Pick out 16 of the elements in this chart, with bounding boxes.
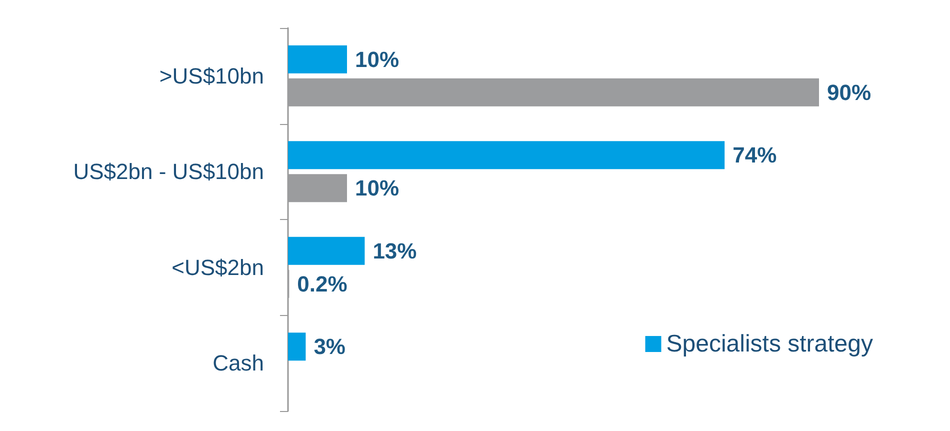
data-label: 74% xyxy=(732,142,777,168)
data-label: 90% xyxy=(827,80,872,105)
data-label: 3% xyxy=(314,334,346,360)
y-tick-label: Cash xyxy=(212,350,264,376)
y-tick-label: <US$2bn xyxy=(172,254,264,280)
data-label: 10% xyxy=(355,176,400,201)
bar xyxy=(288,45,347,74)
bar xyxy=(288,141,725,170)
data-label: 13% xyxy=(372,238,417,264)
bar xyxy=(288,236,365,265)
y-tick-label: >US$10bn xyxy=(159,63,264,88)
y-tick-label: US$2bn - US$10bn xyxy=(73,159,264,184)
legend-label: Specialists strategy xyxy=(666,330,874,358)
bar xyxy=(288,332,306,361)
data-label: 0.2% xyxy=(297,271,348,296)
data-label: 10% xyxy=(355,46,400,72)
